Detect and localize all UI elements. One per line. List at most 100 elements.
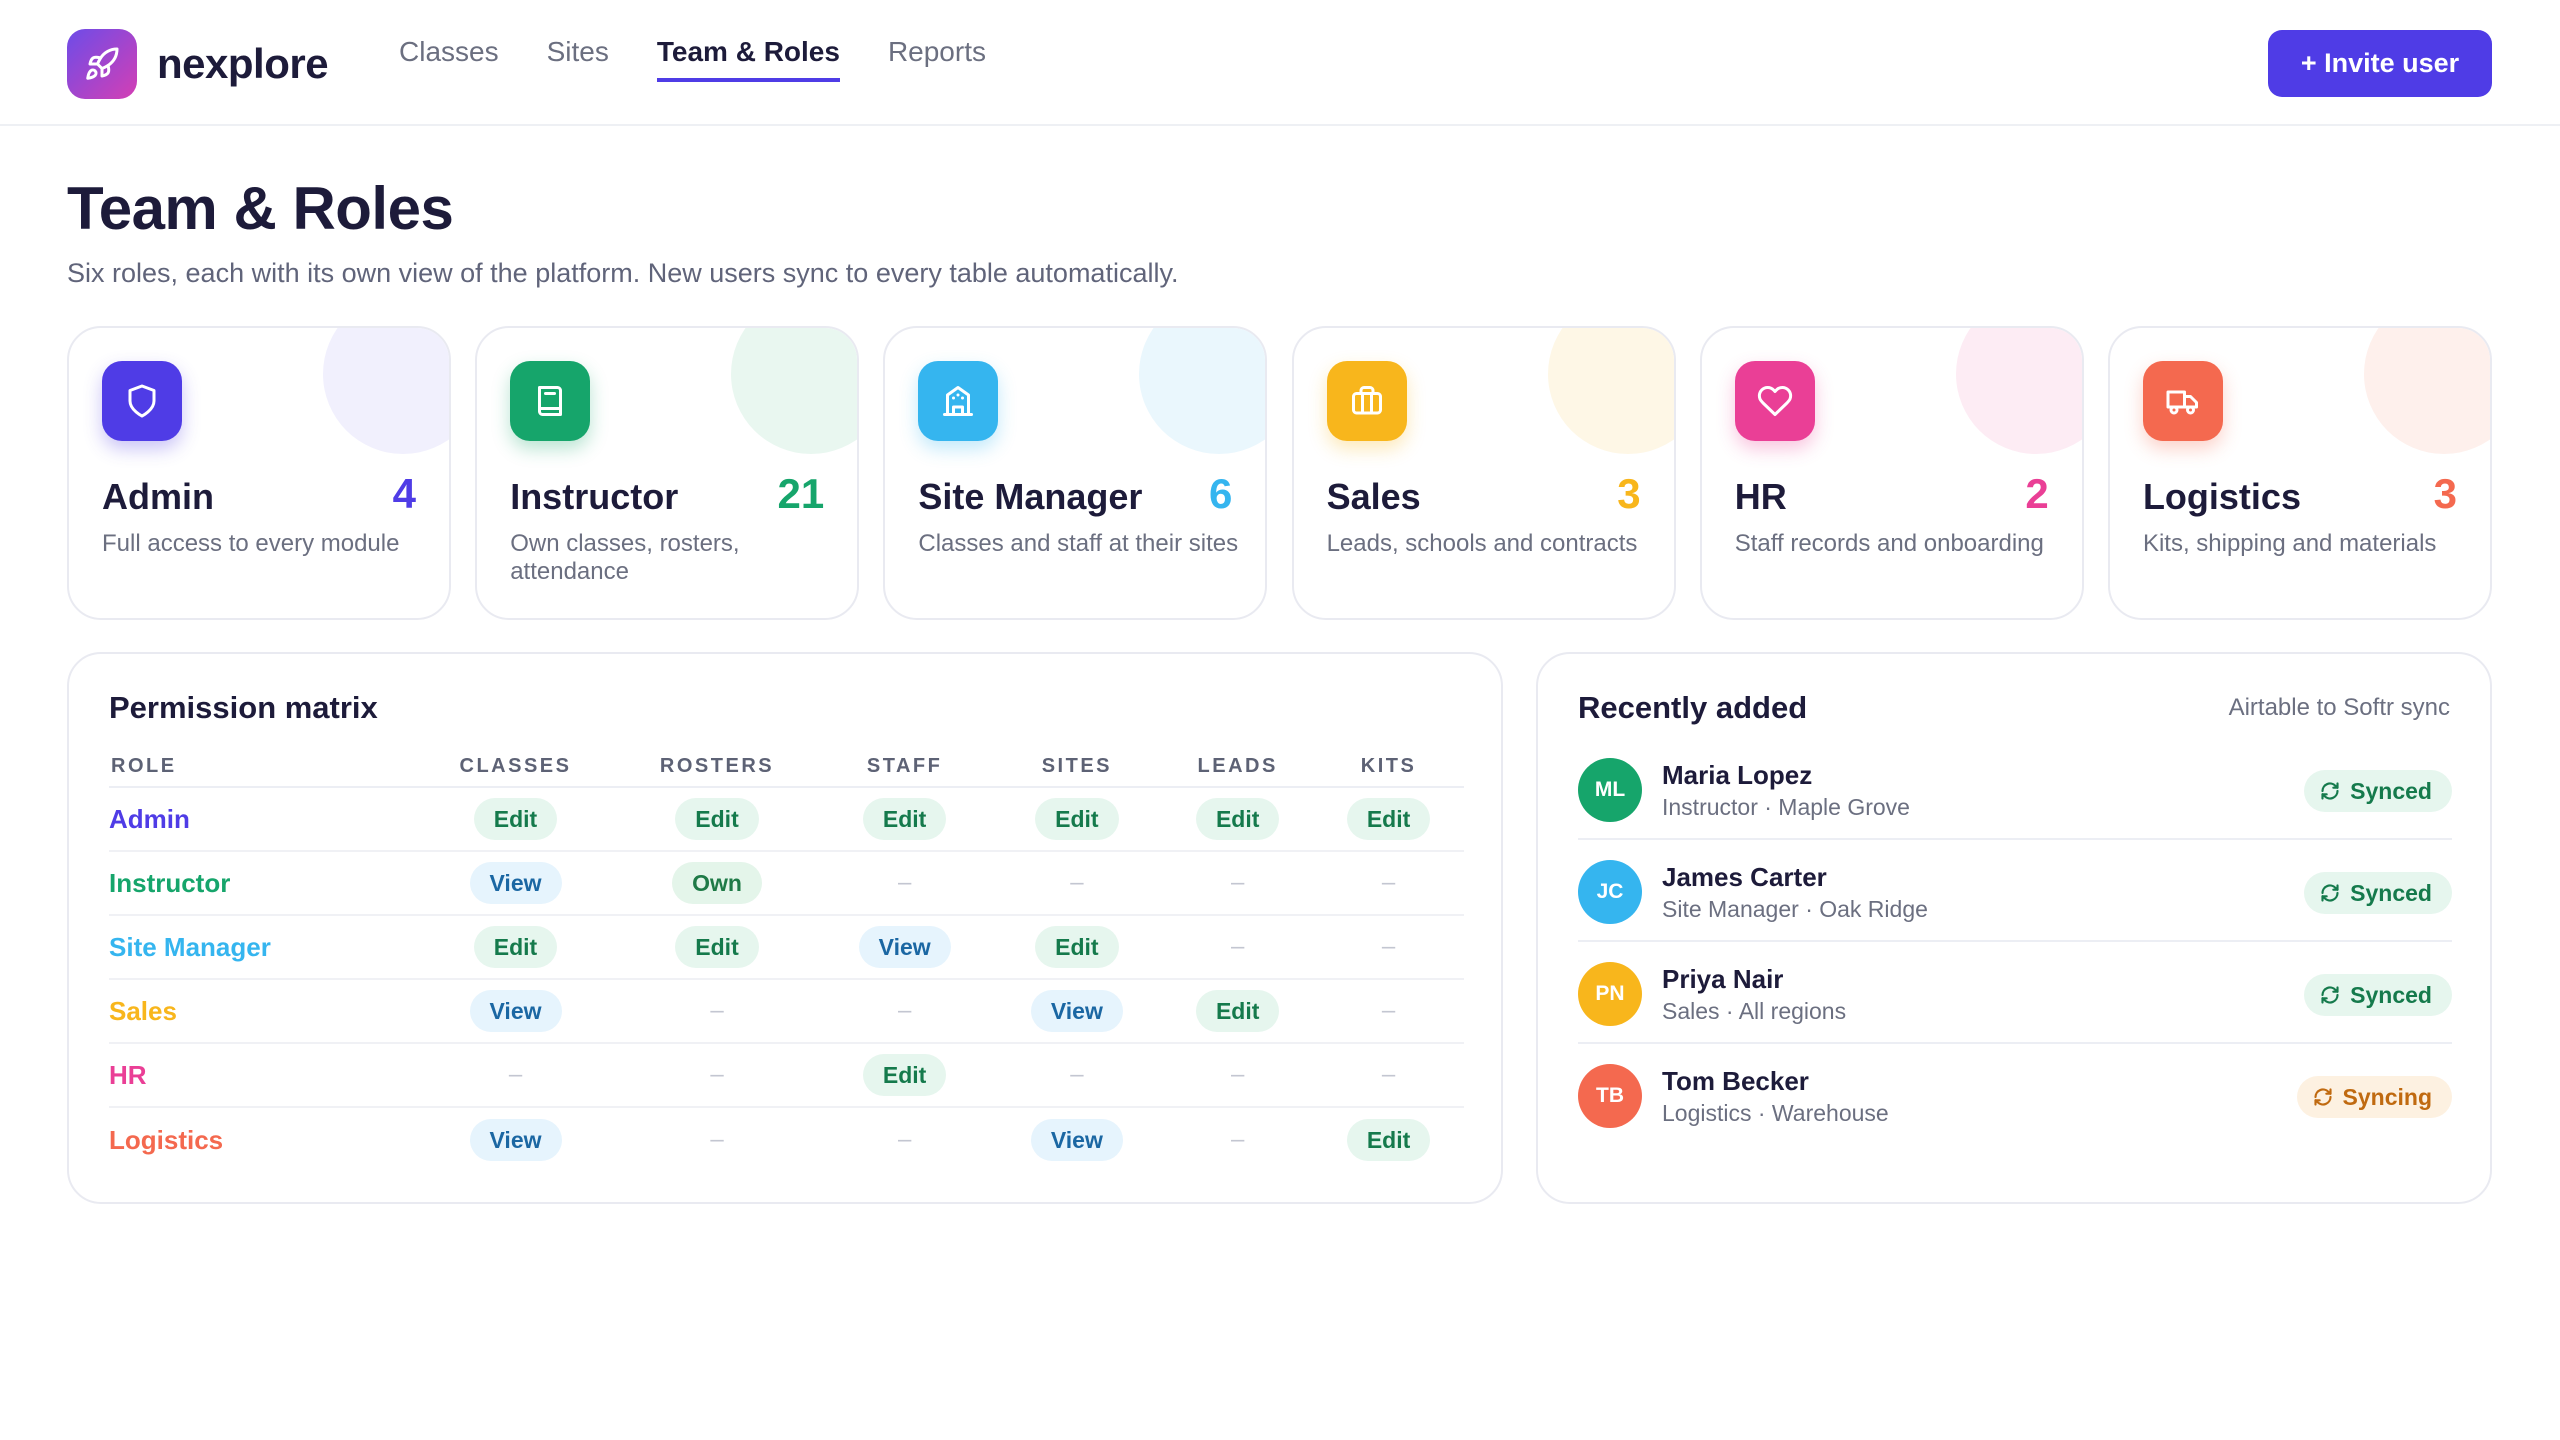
permission-cell-sites: Edit bbox=[992, 926, 1163, 968]
role-card-instructor[interactable]: Instructor 21 Own classes, rosters, atte… bbox=[475, 326, 860, 620]
permission-pill-view[interactable]: View bbox=[469, 1119, 562, 1161]
status-badge: Synced bbox=[2304, 872, 2452, 914]
permission-pill-edit[interactable]: Edit bbox=[1346, 1119, 1431, 1161]
list-item[interactable]: PN Priya Nair Sales · All regions Synced bbox=[1578, 942, 2452, 1044]
table-row: HR – – Edit – – – bbox=[109, 1044, 1464, 1108]
user-name: Tom Becker bbox=[1662, 1066, 1809, 1096]
permission-cell-staff: View bbox=[818, 926, 992, 968]
role-label: HR bbox=[109, 1059, 147, 1090]
table-row: Sales View – – View Edit – bbox=[109, 980, 1464, 1044]
permission-cell-kits: – bbox=[1313, 869, 1464, 897]
permission-pill-edit[interactable]: Edit bbox=[473, 798, 558, 840]
role-count: 2 bbox=[2025, 470, 2049, 517]
permission-pill-edit[interactable]: Edit bbox=[1195, 990, 1280, 1032]
permission-pill-edit[interactable]: Edit bbox=[473, 926, 558, 968]
permission-cell-classes: Edit bbox=[415, 798, 617, 840]
truck-icon bbox=[2142, 361, 2223, 441]
permission-cell-rosters: – bbox=[616, 1061, 818, 1089]
role-label: Sales bbox=[109, 995, 177, 1026]
no-access-dash: – bbox=[897, 997, 912, 1024]
no-access-dash: – bbox=[1381, 997, 1396, 1024]
column-header-kits: KITS bbox=[1360, 754, 1417, 777]
role-description: Staff records and onboarding bbox=[1734, 530, 2044, 557]
role-card-site-manager[interactable]: Site Manager 6 Classes and staff at thei… bbox=[883, 326, 1268, 620]
permission-cell-classes: View bbox=[415, 1119, 617, 1161]
no-access-dash: – bbox=[1381, 1061, 1396, 1088]
permission-cell-staff: – bbox=[818, 997, 992, 1025]
card-decoration bbox=[1955, 328, 2082, 454]
brand-name: nexplore bbox=[157, 40, 329, 87]
list-item[interactable]: JC James Carter Site Manager · Oak Ridge Sy… bbox=[1578, 840, 2452, 942]
permission-pill-edit[interactable]: Edit bbox=[1035, 798, 1119, 840]
sync-icon bbox=[2320, 985, 2350, 1005]
permission-pill-edit[interactable]: Edit bbox=[675, 798, 759, 840]
role-name: Admin bbox=[102, 476, 214, 517]
permission-cell-staff: – bbox=[818, 1126, 992, 1154]
permission-cell-leads: – bbox=[1162, 1126, 1313, 1154]
role-count: 3 bbox=[1617, 470, 1641, 517]
column-header-role: ROLE bbox=[111, 754, 177, 777]
building-icon bbox=[918, 361, 999, 441]
role-card-admin[interactable]: Admin 4 Full access to every module bbox=[67, 326, 451, 620]
nav-sites[interactable]: Sites bbox=[546, 36, 609, 67]
user-role-site: Instructor · Maple Grove bbox=[1662, 794, 1910, 820]
permission-cell-sites: View bbox=[992, 1119, 1163, 1161]
no-access-dash: – bbox=[710, 1061, 724, 1088]
role-count: 4 bbox=[392, 470, 416, 517]
nav-classes[interactable]: Classes bbox=[399, 36, 499, 67]
column-header-staff: STAFF bbox=[866, 754, 943, 777]
user-role-site: Logistics · Warehouse bbox=[1662, 1100, 1889, 1126]
table-row: Logistics View – – View – Edit bbox=[109, 1108, 1464, 1172]
page-title: Team & Roles bbox=[67, 175, 454, 242]
permission-pill-edit[interactable]: Edit bbox=[862, 798, 947, 840]
avatar: PN bbox=[1578, 962, 1642, 1026]
permission-pill-edit[interactable]: Edit bbox=[675, 926, 759, 968]
briefcase-icon bbox=[1326, 361, 1407, 441]
permission-cell-rosters: Edit bbox=[616, 926, 818, 968]
role-card-hr[interactable]: HR 2 Staff records and onboarding bbox=[1699, 326, 2084, 620]
user-name: Priya Nair bbox=[1662, 964, 1784, 994]
permission-pill-edit[interactable]: Edit bbox=[862, 1054, 947, 1096]
permission-cell-rosters: Edit bbox=[616, 798, 818, 840]
role-card-sales[interactable]: Sales 3 Leads, schools and contracts bbox=[1291, 326, 1676, 620]
permission-cell-classes: View bbox=[415, 862, 617, 904]
permission-pill-view[interactable]: View bbox=[469, 990, 562, 1032]
permission-pill-view[interactable]: View bbox=[858, 926, 951, 968]
column-header-leads: LEADS bbox=[1197, 754, 1278, 777]
no-access-dash: – bbox=[1231, 1126, 1245, 1153]
list-item[interactable]: TB Tom Becker Logistics · Warehouse Syncing bbox=[1578, 1044, 2452, 1146]
permission-pill-view[interactable]: View bbox=[1030, 1119, 1123, 1161]
permission-cell-kits: – bbox=[1313, 933, 1464, 961]
avatar: JC bbox=[1578, 860, 1642, 924]
sync-source-label: Airtable to Softr sync bbox=[2228, 694, 2450, 721]
nav-team-roles[interactable]: Team & Roles bbox=[656, 36, 840, 82]
permission-pill-edit[interactable]: Edit bbox=[1195, 798, 1280, 840]
status-badge: Synced bbox=[2304, 974, 2452, 1016]
table-row: Admin Edit Edit Edit Edit Edit Edit bbox=[109, 788, 1464, 852]
nav-reports[interactable]: Reports bbox=[887, 36, 986, 67]
status-text: Synced bbox=[2350, 879, 2432, 906]
permission-cell-kits: – bbox=[1313, 997, 1464, 1025]
brand-logo[interactable]: nexplore bbox=[67, 29, 329, 99]
permission-pill-view[interactable]: View bbox=[1030, 990, 1123, 1032]
permission-pill-edit[interactable]: Edit bbox=[1035, 926, 1119, 968]
list-item[interactable]: ML Maria Lopez Instructor · Maple Grove Syn… bbox=[1578, 738, 2452, 840]
permission-cell-leads: – bbox=[1162, 869, 1313, 897]
invite-user-button[interactable]: + Invite user bbox=[2268, 30, 2492, 97]
card-decoration bbox=[731, 328, 858, 454]
permission-pill-edit[interactable]: Edit bbox=[1346, 798, 1431, 840]
table-row: Site Manager Edit Edit View Edit – – bbox=[109, 916, 1464, 980]
role-label: Site Manager bbox=[109, 931, 271, 962]
permission-pill-view[interactable]: View bbox=[469, 862, 562, 904]
permission-matrix-panel: Permission matrix ROLE CLASSES ROSTERS S… bbox=[67, 652, 1503, 1204]
no-access-dash: – bbox=[710, 1126, 724, 1153]
permission-pill-own[interactable]: Own bbox=[672, 862, 762, 904]
column-header-sites: SITES bbox=[1041, 754, 1113, 777]
matrix-header-row: ROLE CLASSES ROSTERS STAFF SITES LEADS K… bbox=[109, 746, 1464, 788]
recently-added-panel: Recently added Airtable to Softr sync ML… bbox=[1536, 652, 2492, 1204]
role-description: Leads, schools and contracts bbox=[1326, 530, 1638, 557]
permission-cell-sites: – bbox=[992, 869, 1163, 897]
role-card-logistics[interactable]: Logistics 3 Kits, shipping and materials bbox=[2107, 326, 2492, 620]
recently-added-title: Recently added bbox=[1578, 690, 1808, 725]
book-icon bbox=[510, 361, 591, 441]
